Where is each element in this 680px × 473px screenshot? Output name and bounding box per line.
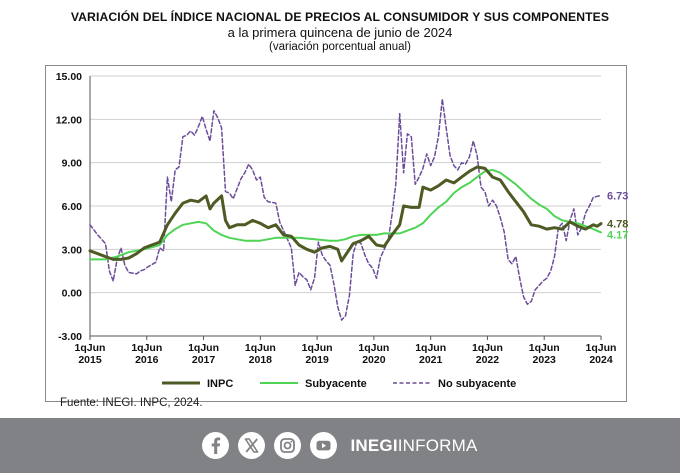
x-tick-label: 2022 xyxy=(476,354,500,366)
y-tick-label: 6.00 xyxy=(62,201,83,213)
y-tick-label: 0.00 xyxy=(62,288,83,300)
y-tick-label: 15.00 xyxy=(56,71,82,83)
x-tick-label: 1qJun xyxy=(415,342,446,354)
chart-frame xyxy=(45,65,627,402)
youtube-icon[interactable] xyxy=(310,432,338,459)
brand-logo: INEGIINFORMA xyxy=(350,435,478,455)
y-tick-label: 12.00 xyxy=(56,114,82,126)
x-tick-label: 1qJun xyxy=(529,342,560,354)
x-tick-label: 1qJun xyxy=(586,342,617,354)
chart-subtitle: a la primera quincena de junio de 2024 xyxy=(227,25,453,40)
chart-titles: VARIACIÓN DEL ÍNDICE NACIONAL DE PRECIOS… xyxy=(0,10,680,53)
instagram-icon[interactable] xyxy=(274,432,302,459)
series-line-no-subyacente xyxy=(89,98,602,321)
x-tick-label: 1qJun xyxy=(245,342,276,354)
x-tick-label: 2023 xyxy=(533,354,557,366)
x-tick-label: 2018 xyxy=(249,354,273,366)
x-tick-label: 2021 xyxy=(419,354,443,366)
y-tick-label: 9.00 xyxy=(62,158,83,170)
y-tick-label: 3.00 xyxy=(62,244,83,256)
series-line-subyacente xyxy=(89,168,602,261)
x-tick-label: 1qJun xyxy=(188,342,219,354)
x-tick-label: 1qJun xyxy=(302,342,333,354)
x-tick-label: 1qJun xyxy=(75,342,106,354)
x-icon[interactable] xyxy=(238,432,266,459)
x-tick-label: 2015 xyxy=(78,354,102,366)
legend-label: Subyacente xyxy=(305,378,367,390)
facebook-icon[interactable] xyxy=(202,432,230,459)
legend-label: No subyacente xyxy=(438,378,516,390)
x-tick-label: 2016 xyxy=(135,354,159,366)
chart-title: VARIACIÓN DEL ÍNDICE NACIONAL DE PRECIOS… xyxy=(70,10,610,24)
x-tick-label: 1qJun xyxy=(472,342,503,354)
x-tick-label: 2020 xyxy=(362,354,386,366)
y-tick-label: -3.00 xyxy=(58,331,82,343)
source-note: Fuente: INEGI. INPC, 2024. xyxy=(60,397,203,409)
end-value-label: 4.78 xyxy=(607,219,628,231)
x-tick-label: 1qJun xyxy=(131,342,162,354)
chart-unit-note: (variación porcentual anual) xyxy=(269,41,411,53)
end-value-label: 4.17 xyxy=(607,229,628,241)
x-tick-label: 2017 xyxy=(192,354,216,366)
series-line-inpc xyxy=(88,165,603,263)
legend-label: INPC xyxy=(207,378,233,390)
x-tick-label: 2024 xyxy=(589,354,613,366)
x-tick-label: 1qJun xyxy=(358,342,389,354)
footer-bar: INEGIINFORMA xyxy=(0,418,680,473)
x-tick-label: 2019 xyxy=(305,354,329,366)
end-value-label: 6.73 xyxy=(607,190,628,202)
